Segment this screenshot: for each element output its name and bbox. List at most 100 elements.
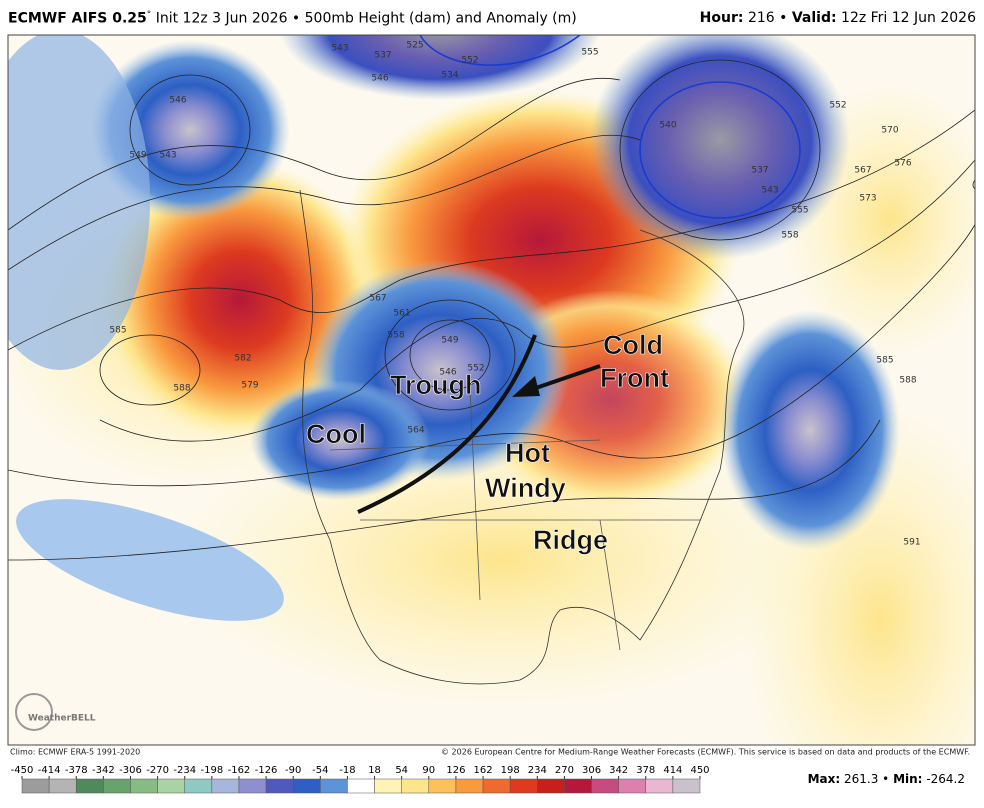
min: -264.2 <box>926 772 965 786</box>
climo: Climo: ECMWF ERA-5 1991-2020 <box>10 748 140 757</box>
model: ECMWF AIFS 0.25 <box>8 10 147 27</box>
colorbar-label: 234 <box>528 765 547 776</box>
colorbar-bin <box>347 778 375 794</box>
contour <box>619 59 821 241</box>
colorbar-label: -198 <box>200 765 223 776</box>
colorbar-bin <box>591 778 619 794</box>
colorbar-label: -54 <box>312 765 328 776</box>
contour-label: 555 <box>581 48 598 58</box>
colorbar-label: 90 <box>422 765 435 776</box>
colorbar-bin <box>48 778 77 794</box>
map-frame <box>7 34 976 746</box>
colorbar-bin <box>645 778 674 794</box>
contour <box>409 319 491 391</box>
contour-label: 558 <box>387 331 404 341</box>
arrow-head <box>512 376 540 397</box>
contour <box>419 35 581 66</box>
title: ECMWF AIFS 0.25° Init 12z 3 Jun 2026 • 5… <box>8 10 577 27</box>
logo-mark <box>15 693 53 731</box>
valid-label: Valid: <box>791 10 837 26</box>
contour <box>8 419 881 561</box>
colorbar-label: 450 <box>690 765 709 776</box>
contour-label: 564 <box>407 426 424 436</box>
contour-label: 543 <box>331 44 348 54</box>
colorbar-bin <box>211 778 240 794</box>
colorbar-bin <box>184 778 213 794</box>
anomaly-area <box>590 35 850 260</box>
annotation: Front <box>600 363 669 393</box>
colorbar-label: -234 <box>173 765 196 776</box>
coast <box>299 189 745 685</box>
separator: • <box>882 772 889 786</box>
contour-label: 552 <box>829 101 846 111</box>
anomaly-area <box>280 35 600 100</box>
anomaly-area <box>250 380 430 500</box>
colorbar-label: 306 <box>582 765 601 776</box>
colorbar-bin <box>75 778 104 794</box>
contour <box>99 334 201 406</box>
anomaly-area <box>8 35 150 370</box>
colorbar-label: -90 <box>285 765 301 776</box>
colorbar-label: 162 <box>473 765 492 776</box>
contour <box>99 159 975 442</box>
contour <box>8 134 641 271</box>
colorbar-label: -270 <box>146 765 169 776</box>
colorbar-label: 270 <box>555 765 574 776</box>
colorbar-bin <box>103 778 131 794</box>
colorbar-label: 126 <box>446 765 465 776</box>
contour <box>8 179 975 487</box>
colorbar-bin <box>455 778 484 794</box>
contour-label: 549 <box>129 151 146 161</box>
contour-label: 537 <box>751 166 768 176</box>
colorbar-label: -414 <box>38 765 61 776</box>
contour-label: 549 <box>441 336 458 346</box>
stats: Max: 261.3 • Min: -264.2 <box>808 772 965 786</box>
colorbar-label: -126 <box>255 765 278 776</box>
contour <box>639 81 801 219</box>
annotation: Cool <box>306 419 366 449</box>
copyright: © 2026 European Centre for Medium-Range … <box>441 748 970 757</box>
colorbar-bin <box>482 778 511 794</box>
min-label: Min: <box>893 772 922 786</box>
contour-label: 555 <box>791 206 808 216</box>
hour-label: Hour: <box>699 10 744 26</box>
colorbar-label: 378 <box>636 765 655 776</box>
contour-label: 585 <box>109 326 126 336</box>
contour-label: 546 <box>439 368 456 378</box>
contour-label: 570 <box>881 126 898 136</box>
contour-label: 552 <box>467 364 484 374</box>
colorbar-bin <box>21 778 50 794</box>
colorbar-label: -378 <box>65 765 88 776</box>
contour-label: 552 <box>461 56 478 66</box>
trough-axis <box>357 334 537 514</box>
contour-label: 585 <box>876 356 893 366</box>
separator: • <box>779 10 788 26</box>
contour-label: 534 <box>441 71 458 81</box>
degree: ° <box>146 10 152 20</box>
max-label: Max: <box>808 772 841 786</box>
header: ECMWF AIFS 0.25° Init 12z 3 Jun 2026 • 5… <box>8 10 976 27</box>
colorbar-bin <box>130 778 158 794</box>
contour-label: 579 <box>241 381 258 391</box>
colorbar-bin <box>509 778 538 794</box>
valid: 12z Fri 12 Jun 2026 <box>841 10 976 26</box>
contour-label: 588 <box>899 376 916 386</box>
colorbar-bin <box>618 778 647 794</box>
contour-label: 537 <box>374 51 391 61</box>
contour-label: 567 <box>369 294 386 304</box>
colorbar-label: -450 <box>11 765 34 776</box>
contour-label: 561 <box>393 309 410 319</box>
contour-label: 546 <box>371 74 388 84</box>
anomaly-area <box>16 499 284 621</box>
contour-label: 576 <box>894 159 911 169</box>
colorbar-label: -342 <box>92 765 115 776</box>
contour-label: 525 <box>406 41 423 51</box>
contour-label: 591 <box>903 538 920 548</box>
colorbar-label: -18 <box>339 765 355 776</box>
contour <box>8 77 621 231</box>
annotation: Cold <box>603 330 663 360</box>
contour-label: 540 <box>659 121 676 131</box>
contour-label: 558 <box>781 231 798 241</box>
